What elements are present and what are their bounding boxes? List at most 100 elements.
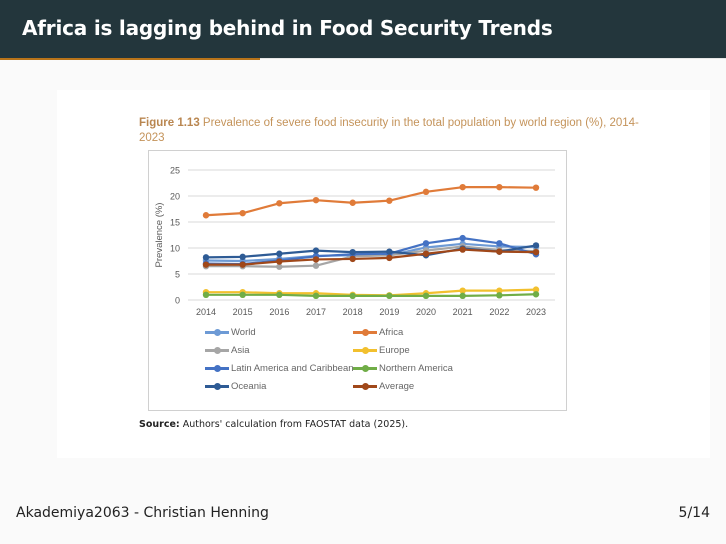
series-line bbox=[205, 186, 537, 217]
data-point bbox=[422, 240, 430, 247]
legend-item: Europe bbox=[353, 343, 410, 357]
data-point bbox=[276, 263, 283, 270]
figure-label: Figure 1.13 bbox=[139, 117, 200, 129]
data-point bbox=[276, 250, 283, 257]
legend-label: World bbox=[231, 326, 256, 338]
legend-swatch-icon bbox=[205, 364, 229, 372]
x-tick-label: 2020 bbox=[416, 307, 436, 317]
data-point bbox=[349, 199, 356, 206]
data-point bbox=[276, 258, 283, 265]
data-point bbox=[239, 261, 246, 268]
legend-item: Average bbox=[353, 379, 414, 393]
legend-item: Latin America and Caribbean bbox=[205, 361, 354, 375]
data-point bbox=[386, 197, 393, 204]
data-point bbox=[386, 292, 393, 300]
data-point bbox=[496, 292, 503, 299]
data-point bbox=[422, 188, 430, 196]
data-point bbox=[496, 287, 503, 294]
data-point bbox=[349, 248, 356, 256]
figure-caption: Figure 1.13 Prevalence of severe food in… bbox=[139, 116, 659, 146]
data-point bbox=[422, 250, 430, 257]
data-point bbox=[349, 255, 356, 263]
legend-item: Africa bbox=[353, 325, 403, 339]
x-tick-label: 2016 bbox=[269, 307, 289, 317]
data-point bbox=[202, 212, 210, 219]
source-label: Source: bbox=[139, 419, 180, 430]
y-tick-label: 5 bbox=[175, 270, 180, 280]
legend-swatch-icon bbox=[205, 328, 229, 336]
legend-label: Oceania bbox=[231, 380, 267, 392]
legend-swatch-icon bbox=[205, 382, 229, 390]
data-point bbox=[349, 292, 356, 300]
data-point bbox=[496, 183, 503, 191]
slide-header: Africa is lagging behind in Food Securit… bbox=[0, 0, 726, 58]
data-point bbox=[312, 292, 320, 300]
footer-author: Akademiya2063 - Christian Henning bbox=[16, 505, 269, 521]
data-point bbox=[386, 254, 393, 262]
legend-item: Northern America bbox=[353, 361, 453, 375]
legend-label: Africa bbox=[379, 326, 404, 338]
series-line bbox=[206, 248, 537, 266]
legend-swatch-icon bbox=[353, 328, 377, 336]
data-point bbox=[532, 291, 540, 298]
slide-title: Africa is lagging behind in Food Securit… bbox=[22, 16, 553, 40]
x-tick-label: 2022 bbox=[489, 307, 509, 317]
data-point bbox=[459, 246, 466, 253]
figure-caption-text: Prevalence of severe food insecurity in … bbox=[139, 117, 639, 144]
legend-swatch-icon bbox=[353, 364, 377, 372]
y-tick-label: 25 bbox=[170, 166, 180, 176]
header-accent-bar bbox=[0, 58, 260, 60]
data-point bbox=[202, 254, 210, 261]
data-point bbox=[239, 209, 246, 217]
legend-swatch-icon bbox=[353, 382, 377, 390]
legend-item: Oceania bbox=[205, 379, 266, 393]
page-number: 5/14 bbox=[678, 505, 710, 521]
data-point bbox=[496, 248, 503, 255]
data-point bbox=[276, 291, 283, 298]
data-point bbox=[532, 184, 540, 191]
y-tick-label: 0 bbox=[175, 296, 180, 306]
data-point bbox=[312, 256, 320, 263]
data-point bbox=[239, 291, 246, 298]
y-tick-label: 10 bbox=[170, 244, 180, 254]
x-tick-label: 2023 bbox=[526, 307, 546, 317]
data-point bbox=[532, 242, 540, 249]
x-tick-label: 2019 bbox=[379, 307, 399, 317]
y-tick-label: 15 bbox=[170, 218, 180, 228]
legend-swatch-icon bbox=[205, 346, 229, 354]
data-point bbox=[276, 200, 283, 207]
data-point bbox=[202, 291, 210, 298]
source-text: Authors' calculation from FAOSTAT data (… bbox=[179, 419, 409, 430]
x-tick-label: 2018 bbox=[343, 307, 363, 317]
data-point bbox=[312, 247, 320, 254]
data-point bbox=[496, 240, 503, 247]
y-tick-label: 20 bbox=[170, 192, 180, 202]
x-tick-label: 2014 bbox=[196, 307, 216, 317]
data-point bbox=[459, 292, 466, 300]
data-point bbox=[239, 253, 246, 261]
x-tick-label: 2015 bbox=[233, 307, 253, 317]
series-line bbox=[206, 293, 537, 297]
data-point bbox=[202, 261, 210, 268]
data-point bbox=[532, 286, 540, 293]
data-point bbox=[459, 234, 466, 242]
x-tick-label: 2017 bbox=[306, 307, 326, 317]
legend-item: World bbox=[205, 325, 256, 339]
legend-label: Northern America bbox=[379, 362, 453, 374]
legend-label: Asia bbox=[231, 344, 250, 356]
legend-label: Average bbox=[379, 380, 415, 392]
legend-label: Europe bbox=[379, 344, 410, 356]
header-divider bbox=[260, 58, 726, 59]
data-point bbox=[422, 292, 430, 300]
data-point bbox=[386, 248, 393, 255]
data-point bbox=[532, 248, 540, 256]
data-point bbox=[459, 183, 466, 191]
y-axis-label: Prevalence (%) bbox=[154, 203, 165, 268]
data-point bbox=[312, 262, 320, 269]
legend-item: Asia bbox=[205, 343, 249, 357]
legend-swatch-icon bbox=[353, 346, 377, 354]
x-tick-label: 2021 bbox=[453, 307, 473, 317]
data-point bbox=[459, 287, 466, 294]
series-line bbox=[206, 245, 537, 268]
